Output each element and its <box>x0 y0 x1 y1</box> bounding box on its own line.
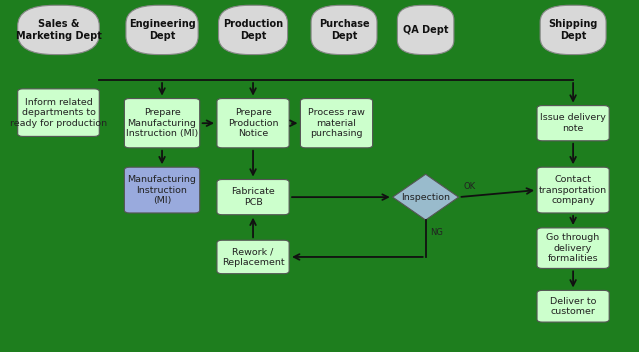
FancyBboxPatch shape <box>18 89 99 136</box>
Text: Deliver to
customer: Deliver to customer <box>550 296 596 316</box>
FancyBboxPatch shape <box>18 5 99 55</box>
FancyBboxPatch shape <box>537 228 609 268</box>
FancyBboxPatch shape <box>125 99 200 148</box>
Text: Fabricate
PCB: Fabricate PCB <box>231 187 275 207</box>
FancyBboxPatch shape <box>217 240 289 274</box>
FancyBboxPatch shape <box>217 180 289 215</box>
FancyBboxPatch shape <box>219 5 288 55</box>
Text: Manufacturing
Instruction
(MI): Manufacturing Instruction (MI) <box>128 175 196 205</box>
FancyBboxPatch shape <box>125 167 200 213</box>
FancyBboxPatch shape <box>537 106 609 141</box>
FancyBboxPatch shape <box>397 5 454 55</box>
Text: Prepare
Production
Notice: Prepare Production Notice <box>227 108 279 138</box>
Text: Sales &
Marketing Dept: Sales & Marketing Dept <box>15 19 102 41</box>
Text: Issue delivery
note: Issue delivery note <box>540 113 606 133</box>
Text: Production
Dept: Production Dept <box>223 19 283 41</box>
Text: Rework /
Replacement: Rework / Replacement <box>222 247 284 267</box>
Text: Process raw
material
purchasing: Process raw material purchasing <box>308 108 365 138</box>
FancyBboxPatch shape <box>537 167 609 213</box>
Text: Inform related
departments to
ready for production: Inform related departments to ready for … <box>10 98 107 127</box>
Text: Engineering
Dept: Engineering Dept <box>128 19 196 41</box>
FancyBboxPatch shape <box>217 99 289 148</box>
Text: Prepare
Manufacturing
Instruction (MI): Prepare Manufacturing Instruction (MI) <box>126 108 198 138</box>
Text: Go through
delivery
formalities: Go through delivery formalities <box>546 233 600 263</box>
Text: NG: NG <box>431 228 443 237</box>
FancyBboxPatch shape <box>300 99 373 148</box>
FancyBboxPatch shape <box>311 5 377 55</box>
Text: QA Dept: QA Dept <box>403 25 449 35</box>
FancyBboxPatch shape <box>537 290 609 322</box>
Text: OK: OK <box>464 182 476 191</box>
FancyBboxPatch shape <box>540 5 606 55</box>
Polygon shape <box>393 174 459 220</box>
Text: Contact
transportation
company: Contact transportation company <box>539 175 607 205</box>
FancyBboxPatch shape <box>126 5 198 55</box>
Text: Shipping
Dept: Shipping Dept <box>548 19 598 41</box>
Text: Inspection: Inspection <box>401 193 450 202</box>
Text: Purchase
Dept: Purchase Dept <box>319 19 369 41</box>
